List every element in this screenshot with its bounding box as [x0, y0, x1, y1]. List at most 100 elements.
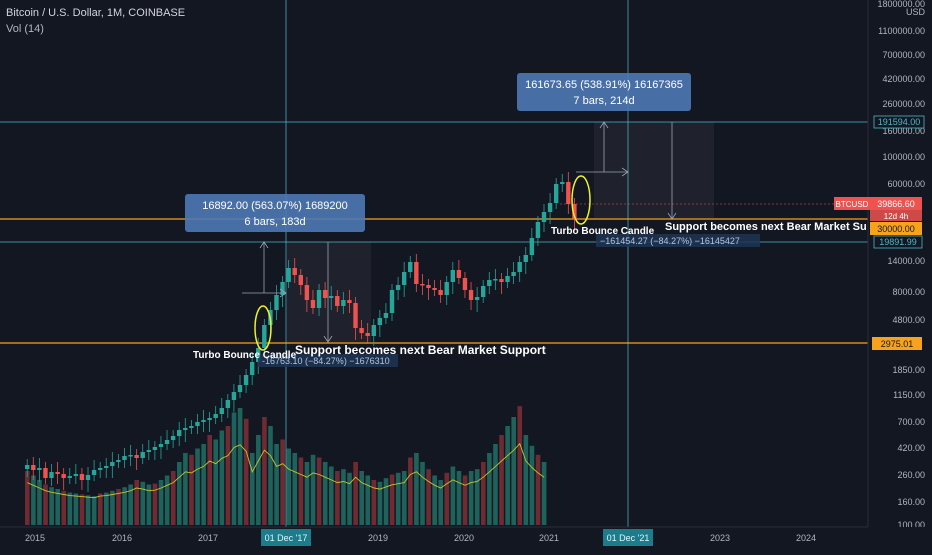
candle-body	[450, 270, 455, 282]
volume-bar	[256, 435, 261, 525]
volume-bar	[249, 453, 255, 525]
volume-moving-average	[27, 442, 545, 499]
candle-body	[505, 276, 510, 282]
currency-label: USD	[906, 7, 926, 17]
measure-tool-2021[interactable]	[576, 121, 677, 220]
time-highlight-dec-2021[interactable]: 01 Dec '21	[603, 529, 653, 546]
support-note-2022[interactable]: Support becomes next Bear Market Support	[665, 221, 895, 233]
candle-body	[432, 288, 437, 290]
volume-bar	[67, 492, 73, 525]
candle-body	[201, 420, 206, 422]
candle-body	[322, 290, 328, 298]
volume-bar	[91, 496, 97, 525]
candle-body	[523, 255, 528, 262]
candle-body	[353, 303, 358, 328]
time-tick-label: 2023	[710, 533, 730, 543]
turbo-candle-highlight-2017[interactable]	[254, 305, 272, 351]
candle-body	[237, 385, 243, 392]
volume-bar	[298, 457, 304, 525]
price-tick-label: 1850.00	[892, 365, 925, 375]
volume-bar	[43, 484, 48, 525]
volume-bar	[335, 471, 340, 525]
volume-bar	[474, 469, 480, 525]
volume-bar	[389, 474, 395, 525]
price-tick-label: 1800000.00	[877, 0, 925, 9]
turbo-bounce-note-2021[interactable]: Turbo Bounce Candle	[551, 226, 655, 237]
time-tick-label: 2015	[25, 533, 45, 543]
svg-text:BTCUSD: BTCUSD	[836, 200, 869, 209]
volume-bar	[450, 466, 456, 525]
volume-bar	[55, 489, 60, 525]
measure-label-2021[interactable]: 161673.65 (538.91%) 16167365 7 bars, 214…	[517, 73, 691, 111]
volume-indicator-label[interactable]: Vol (14)	[6, 23, 44, 35]
volume-bar	[183, 453, 188, 525]
candle-body	[517, 262, 522, 272]
price-tick-label: 100000.00	[882, 152, 925, 162]
volume-bar	[481, 462, 486, 525]
symbol-title[interactable]: Bitcoin / U.S. Dollar, 1M, COINBASE	[6, 7, 186, 19]
candle-body	[286, 268, 291, 282]
volume-bar	[104, 492, 109, 525]
candle-body	[341, 300, 346, 306]
candle-body	[359, 328, 364, 333]
measure-label-2017[interactable]: 16892.00 (563.07%) 1689200 6 bars, 183d	[185, 194, 365, 232]
measure-2017-line2: 6 bars, 183d	[244, 216, 305, 228]
candle-body	[140, 452, 145, 458]
candle-body	[225, 400, 231, 408]
candle-body	[511, 272, 516, 276]
volume-bar	[31, 475, 36, 525]
time-tick-label: 2017	[198, 533, 218, 543]
turbo-candle-highlight-2021[interactable]	[571, 175, 591, 225]
price-tick-label: 420000.00	[882, 74, 925, 84]
drawdown-zone-2018	[287, 242, 371, 342]
volume-bar	[85, 495, 91, 525]
candle-body	[401, 272, 407, 285]
turbo-bounce-note-2017[interactable]: Turbo Bounce Candle	[193, 350, 297, 361]
badge-19891[interactable]: 19891.99	[873, 235, 923, 249]
candle-body	[468, 290, 474, 300]
price-axis[interactable]: 1800000.00 1100000.00 700000.00 420000.00 26…	[877, 0, 925, 530]
candle-body	[389, 290, 395, 313]
candle-body	[146, 450, 151, 452]
price-tick-label: 700000.00	[882, 50, 925, 60]
volume-bar	[505, 426, 510, 525]
candle-body	[481, 286, 486, 297]
candle-body	[371, 325, 376, 336]
drop-label-2018: -16763.10 (−84.27%) −1676310	[262, 356, 390, 366]
candle-body	[158, 444, 164, 447]
volume-bar	[73, 493, 79, 525]
candle-body	[474, 297, 480, 300]
candle-body	[79, 474, 85, 480]
candle-body	[110, 462, 115, 466]
candle-body	[170, 436, 176, 440]
badge-30000[interactable]: 30000.00	[870, 222, 922, 235]
candle-body	[383, 313, 389, 318]
volume-bar	[329, 466, 334, 525]
volume-bar	[110, 490, 115, 525]
price-tick-label: 160000.00	[882, 126, 925, 136]
volume-bar	[395, 472, 401, 525]
measure-tool-2017[interactable]	[242, 241, 333, 343]
time-highlight-dec-2017[interactable]: 01 Dec '17	[261, 529, 311, 546]
candle-body	[414, 262, 419, 284]
volume-bar	[310, 454, 316, 525]
badge-2975[interactable]: 2975.01	[872, 337, 922, 350]
candle-body	[560, 182, 565, 184]
candle-body	[408, 262, 413, 272]
volume-bar	[152, 483, 158, 525]
volume-bar	[383, 478, 389, 525]
badge-btcusd[interactable]: BTCUSD 39866.60 12d 4h	[834, 197, 922, 221]
support-note-2018[interactable]: Support becomes next Bear Market Support	[295, 343, 546, 357]
drawdown-zone-2022	[594, 122, 714, 218]
time-axis[interactable]: 2015 2016 2017 2019 2020 2021 2023 2024	[25, 533, 816, 543]
volume-bar	[243, 418, 249, 525]
badge-191594[interactable]: 191594.00	[873, 115, 925, 129]
svg-text:19891.99: 19891.99	[879, 237, 917, 247]
candle-body	[243, 375, 249, 385]
svg-text:01 Dec '21: 01 Dec '21	[607, 533, 650, 543]
volume-bar	[517, 406, 523, 525]
price-tick-label: 4800.00	[892, 315, 925, 325]
candle-body	[91, 470, 97, 475]
